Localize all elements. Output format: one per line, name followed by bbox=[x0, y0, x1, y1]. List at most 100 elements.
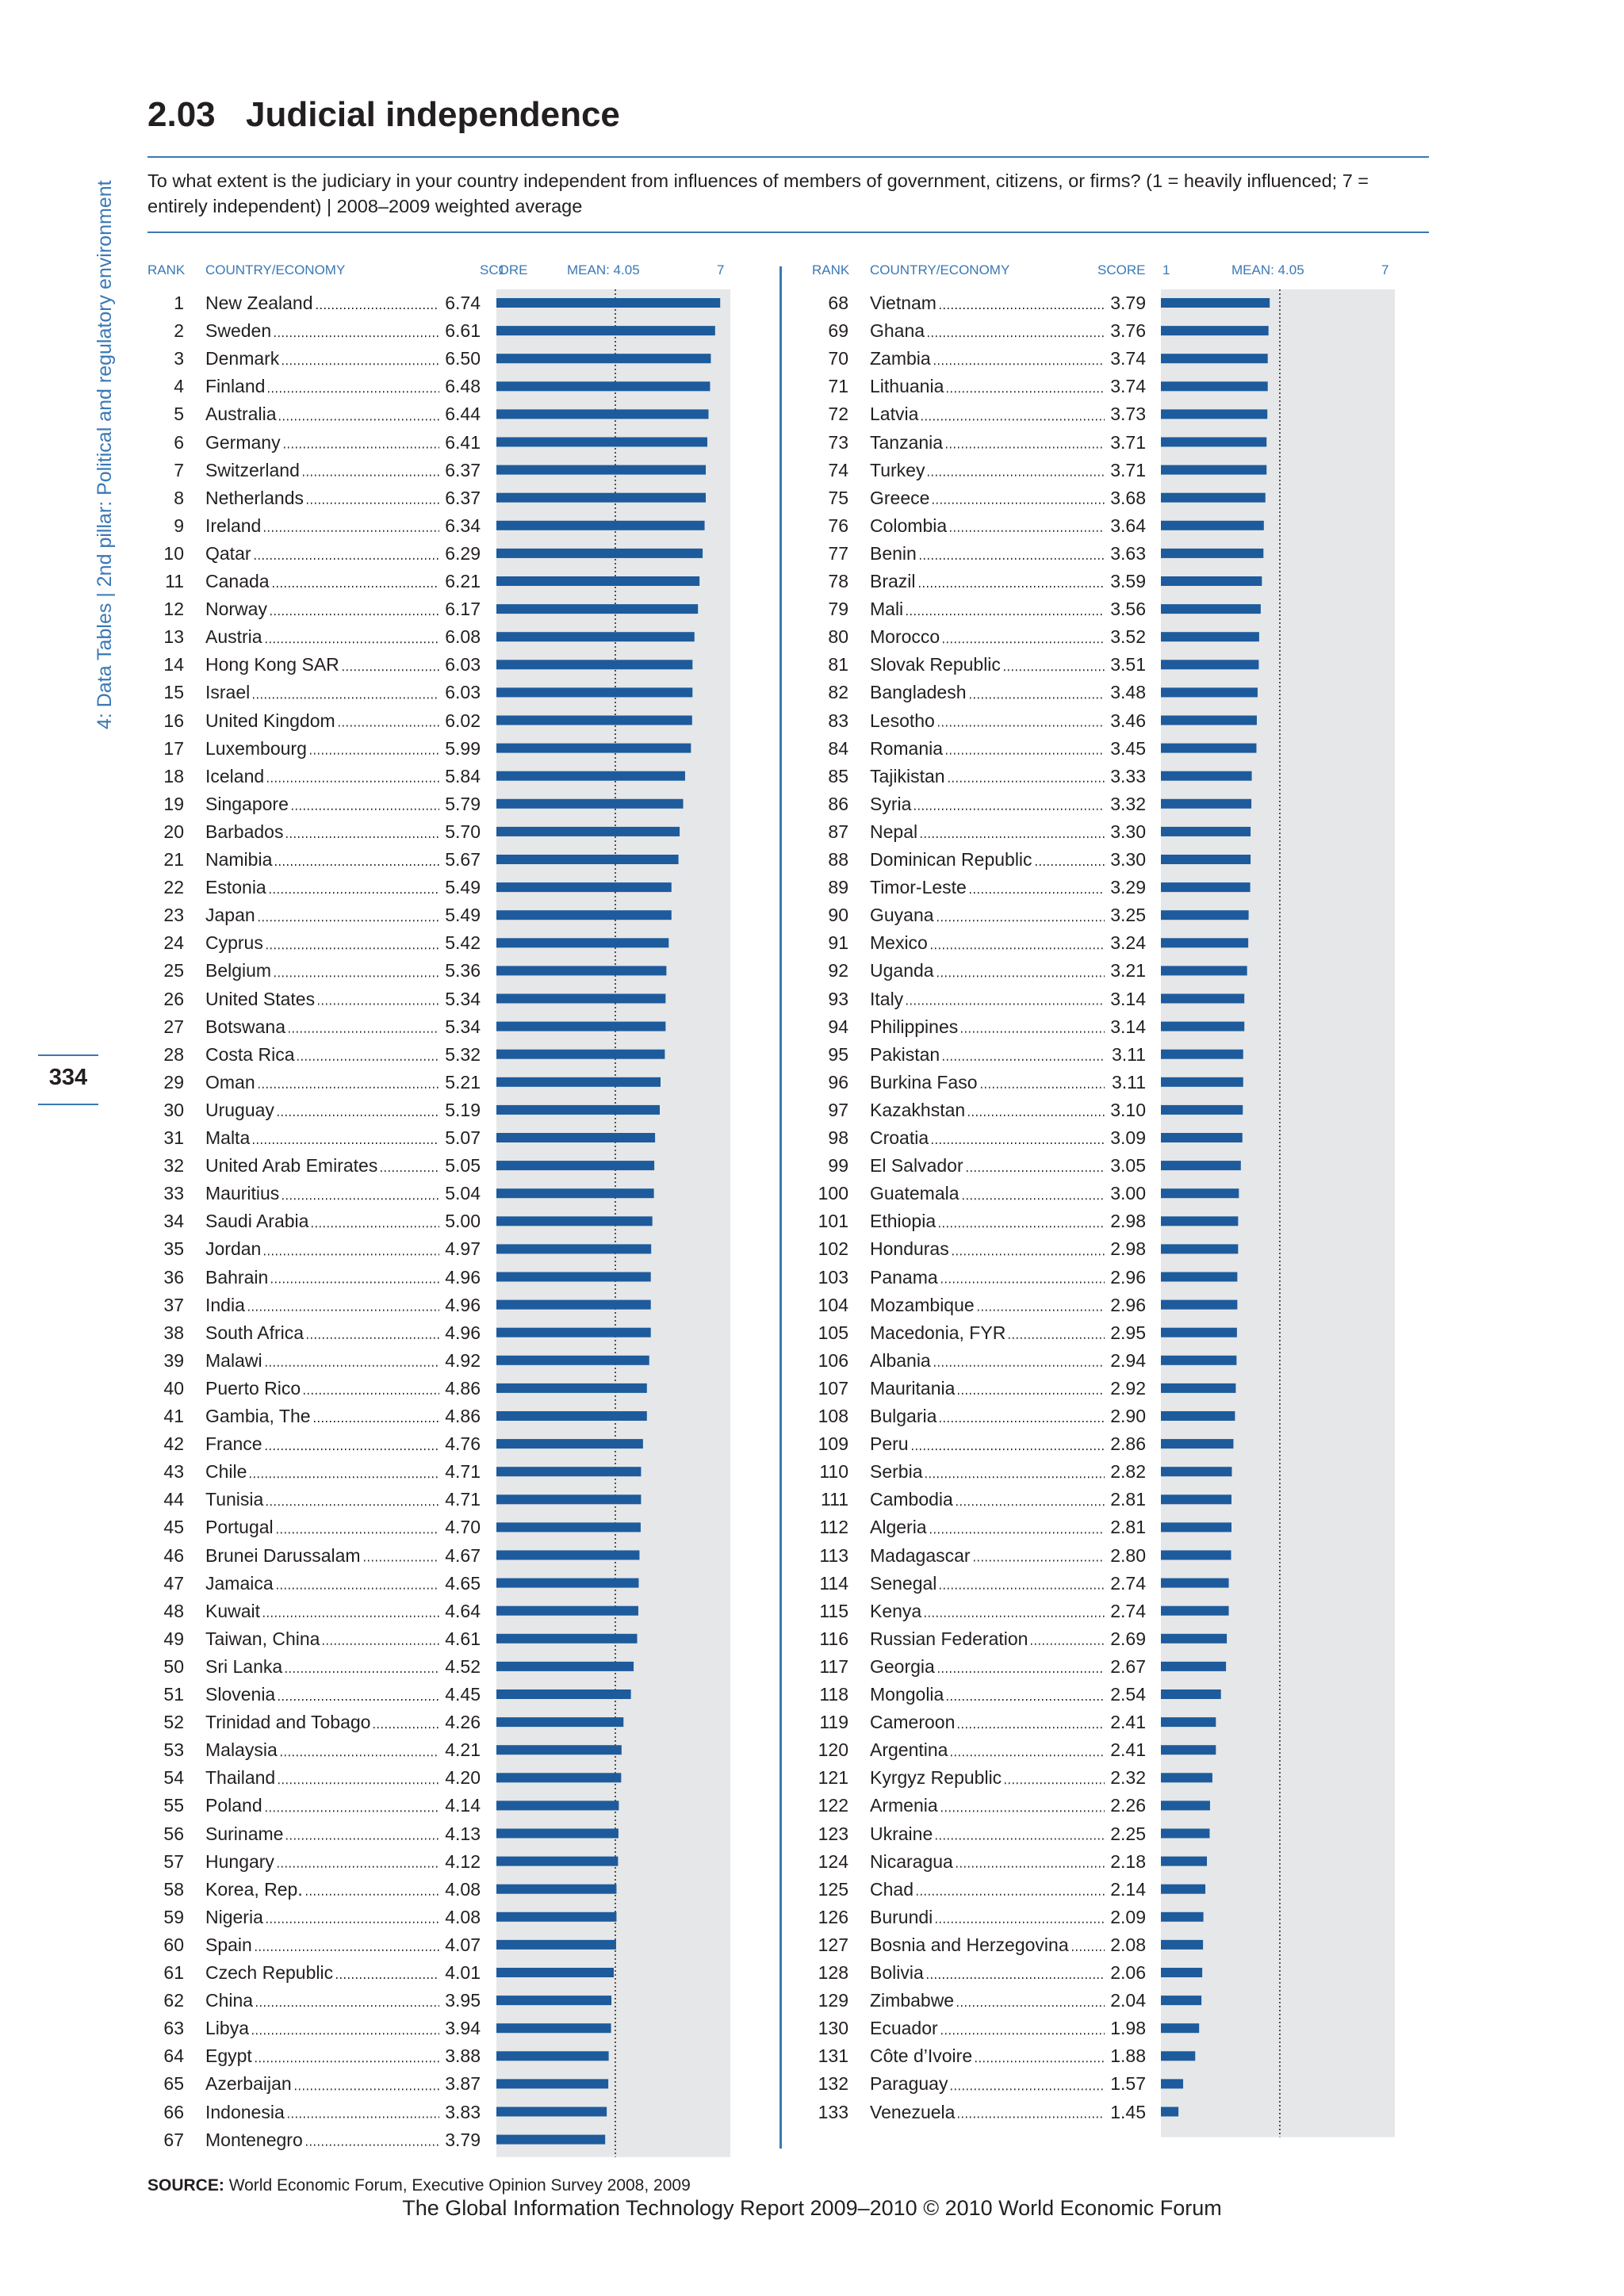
rank-cell: 51 bbox=[163, 1684, 184, 1705]
score-cell: 6.44 bbox=[445, 404, 481, 425]
score-cell: 2.98 bbox=[1110, 1238, 1146, 1260]
rank-cell: 119 bbox=[819, 1712, 848, 1733]
rank-cell: 11 bbox=[165, 571, 184, 591]
score-cell: 2.08 bbox=[1110, 1934, 1146, 1955]
rank-cell: 78 bbox=[828, 571, 848, 591]
rank-cell: 116 bbox=[819, 1628, 848, 1649]
rank-cell: 93 bbox=[828, 988, 848, 1009]
score-cell: 6.21 bbox=[445, 571, 481, 591]
score-cell: 5.84 bbox=[445, 765, 481, 786]
score-cell: 4.52 bbox=[445, 1655, 481, 1677]
country-cell: Nigeria bbox=[205, 1906, 263, 1927]
rank-cell: 96 bbox=[828, 1071, 848, 1093]
country-cell: France bbox=[205, 1433, 262, 1455]
country-cell: New Zealand bbox=[205, 293, 313, 313]
score-bar bbox=[1161, 1745, 1216, 1755]
rank-cell: 15 bbox=[163, 682, 184, 703]
country-cell: Azerbaijan bbox=[205, 2073, 292, 2095]
rank-cell: 20 bbox=[163, 821, 184, 842]
country-cell: Qatar bbox=[205, 542, 251, 564]
country-cell: Namibia bbox=[205, 849, 273, 870]
score-cell: 4.01 bbox=[445, 1962, 481, 1983]
score-cell: 3.05 bbox=[1110, 1155, 1146, 1177]
score-bar bbox=[1161, 1104, 1243, 1115]
rank-cell: 30 bbox=[163, 1099, 184, 1120]
country-cell: Romania bbox=[870, 737, 944, 759]
country-cell: Cameroon bbox=[870, 1712, 956, 1733]
rank-cell: 129 bbox=[818, 1990, 848, 2011]
rank-cell: 101 bbox=[818, 1211, 848, 1232]
question-rule bbox=[147, 232, 1429, 233]
rank-cell: 114 bbox=[819, 1572, 848, 1594]
country-cell: Ireland bbox=[205, 515, 262, 536]
score-bar bbox=[496, 1494, 642, 1505]
score-cell: 1.45 bbox=[1110, 2101, 1146, 2122]
score-bar bbox=[1161, 993, 1245, 1004]
country-cell: Zimbabwe bbox=[870, 1990, 955, 2011]
country-cell: Bosnia and Herzegovina bbox=[870, 1934, 1069, 1955]
country-cell: Malta bbox=[205, 1127, 251, 1148]
country-cell: Bolivia bbox=[870, 1962, 924, 1983]
score-cell: 3.59 bbox=[1110, 571, 1146, 591]
rank-cell: 14 bbox=[163, 654, 184, 675]
column-divider bbox=[779, 266, 782, 2149]
rank-cell: 40 bbox=[163, 1377, 184, 1399]
score-bar bbox=[1161, 1383, 1236, 1393]
country-cell: Chile bbox=[205, 1461, 247, 1483]
country-cell: Argentina bbox=[870, 1739, 948, 1761]
rank-cell: 132 bbox=[818, 2073, 848, 2095]
score-bar bbox=[496, 381, 710, 392]
score-cell: 2.94 bbox=[1110, 1349, 1146, 1371]
score-bar bbox=[1161, 1049, 1243, 1059]
country-cell: Hong Kong SAR bbox=[205, 654, 339, 675]
score-cell: 4.64 bbox=[445, 1600, 481, 1621]
score-bar bbox=[1161, 1856, 1208, 1866]
rank-cell: 47 bbox=[163, 1572, 184, 1594]
rank-cell: 13 bbox=[163, 626, 184, 648]
rank-cell: 87 bbox=[828, 821, 848, 842]
score-bar bbox=[1161, 1272, 1238, 1282]
country-cell: Armenia bbox=[870, 1795, 938, 1816]
rank-cell: 56 bbox=[163, 1823, 184, 1844]
score-bar bbox=[1161, 520, 1264, 530]
country-cell: China bbox=[205, 1990, 254, 2011]
score-cell: 2.80 bbox=[1110, 1544, 1146, 1566]
rank-cell: 125 bbox=[818, 1878, 848, 1900]
rank-cell: 84 bbox=[828, 737, 848, 759]
score-bar bbox=[496, 826, 680, 836]
rank-cell: 28 bbox=[163, 1043, 184, 1065]
score-bar bbox=[1161, 1411, 1235, 1421]
score-cell: 3.83 bbox=[445, 2101, 481, 2122]
score-cell: 4.71 bbox=[445, 1461, 481, 1483]
rank-cell: 22 bbox=[163, 877, 184, 898]
score-bar bbox=[1161, 1884, 1206, 1894]
score-bar bbox=[1161, 1996, 1202, 2006]
country-cell: Nicaragua bbox=[870, 1850, 953, 1872]
score-cell: 6.37 bbox=[445, 487, 481, 508]
score-cell: 5.49 bbox=[445, 877, 481, 898]
country-cell: Panama bbox=[870, 1266, 938, 1288]
rank-cell: 68 bbox=[828, 293, 848, 313]
score-cell: 3.48 bbox=[1110, 682, 1146, 703]
country-cell: Japan bbox=[205, 905, 255, 926]
score-bar bbox=[496, 855, 679, 864]
score-cell: 6.34 bbox=[445, 515, 481, 536]
rank-cell: 113 bbox=[819, 1544, 848, 1566]
country-cell: Mongolia bbox=[870, 1684, 944, 1705]
rank-cell: 83 bbox=[828, 710, 848, 731]
rank-cell: 86 bbox=[828, 793, 848, 814]
rank-cell: 98 bbox=[828, 1127, 848, 1148]
score-bar bbox=[1161, 548, 1264, 558]
score-cell: 4.86 bbox=[445, 1406, 481, 1426]
rank-cell: 17 bbox=[163, 737, 184, 759]
score-bar bbox=[1161, 2023, 1200, 2034]
score-cell: 4.12 bbox=[445, 1850, 481, 1872]
score-cell: 3.09 bbox=[1110, 1127, 1146, 1148]
country-cell: Bahrain bbox=[205, 1266, 269, 1288]
score-cell: 3.14 bbox=[1110, 1016, 1146, 1037]
rank-cell: 123 bbox=[818, 1823, 848, 1844]
country-cell: Mexico bbox=[870, 932, 928, 954]
score-bar bbox=[496, 1911, 617, 1922]
score-bar bbox=[496, 1021, 666, 1031]
